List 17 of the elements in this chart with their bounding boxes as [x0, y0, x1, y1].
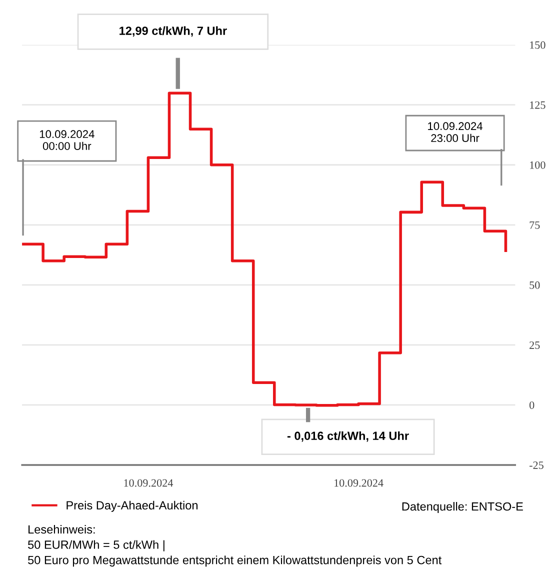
y-tick-label: 150 [530, 41, 546, 49]
y-tick-label: 125 [530, 101, 546, 109]
y-tick-label: 0 [529, 401, 534, 409]
annotation: 10.09.2024 23:00 Uhr [428, 122, 483, 142]
text: Datenquelle: ENTSO-E [402, 502, 523, 514]
text: 12,99 ct/kWh, 7 Uhr [120, 26, 227, 37]
annotation: 10.09.2024 00:00 Uhr [40, 130, 94, 150]
y-tick-label: 75 [530, 221, 540, 229]
y-tick-label: -25 [529, 462, 544, 469]
y-tick-label: 25 [530, 341, 540, 349]
y-tick-label: 100 [530, 161, 546, 169]
text: Lesehinweis: 50 EUR/MWh = 5 ct/kWh | 50 Euro pro Megawattstunde entspricht einem Kilowattstundenpreis von 5 Cent [28, 524, 442, 567]
annotation: - 0,016 ct/kWh, 14 Uhr [287, 431, 409, 442]
y-tick-label: 50 [530, 281, 540, 289]
legend-label: Preis Day-Ahaed-Auktion [66, 500, 198, 512]
x-tick-label: 10.09.2024 [124, 479, 174, 487]
x-tick-label: 10.09.2024 [334, 479, 384, 487]
